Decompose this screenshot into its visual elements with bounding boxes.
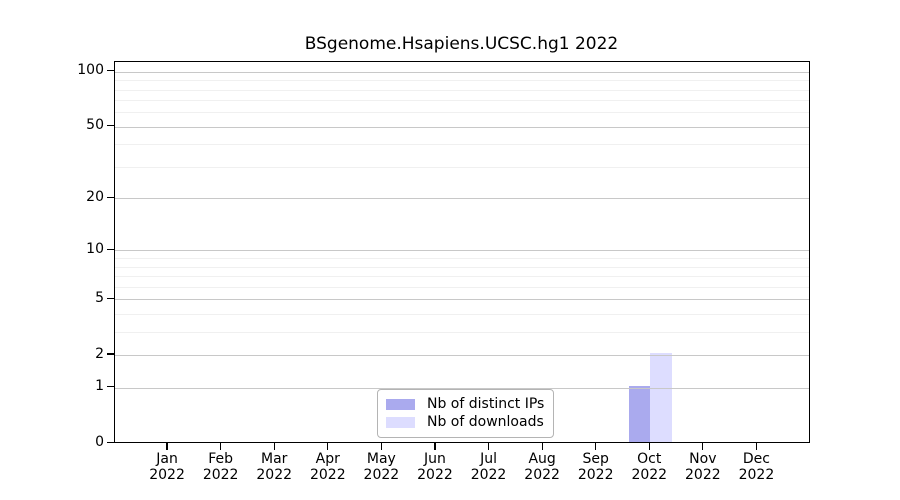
y-tick-mark bbox=[106, 353, 114, 355]
y-tick-label-0: 0 bbox=[95, 434, 104, 450]
gridline-minor bbox=[114, 80, 809, 82]
legend-swatch-downloads bbox=[386, 416, 415, 428]
month-label: Nov bbox=[689, 451, 717, 467]
x-tick-label-oct: Oct 2022 bbox=[607, 451, 691, 483]
x-tick-label-apr: Apr 2022 bbox=[286, 451, 370, 483]
gridline-minor bbox=[114, 286, 809, 288]
legend-label: Nb of distinct IPs bbox=[427, 396, 545, 413]
y-tick-mark bbox=[106, 196, 114, 198]
x-tick-label-mar: Mar 2022 bbox=[232, 451, 316, 483]
year-label: 2022 bbox=[363, 467, 400, 483]
month-label: Sep bbox=[582, 451, 609, 467]
x-tick-mark bbox=[755, 442, 757, 450]
y-tick-mark bbox=[106, 125, 114, 127]
year-label: 2022 bbox=[738, 467, 775, 483]
gridline-minor bbox=[114, 112, 809, 114]
y-tick-label-100: 100 bbox=[77, 62, 104, 79]
x-tick-label-aug: Aug 2022 bbox=[500, 451, 584, 483]
year-label: 2022 bbox=[256, 467, 293, 483]
gridline-major bbox=[114, 198, 809, 200]
month-label: Apr bbox=[315, 451, 340, 467]
year-label: 2022 bbox=[470, 467, 507, 483]
year-label: 2022 bbox=[685, 467, 721, 483]
y-tick-mark bbox=[106, 386, 114, 388]
plot-area bbox=[113, 61, 810, 443]
x-tick-mark bbox=[648, 442, 650, 450]
y-tick-label-20: 20 bbox=[86, 188, 104, 205]
year-label: 2022 bbox=[309, 467, 346, 483]
x-tick-mark bbox=[220, 442, 222, 450]
year-label: 2022 bbox=[524, 467, 560, 483]
legend-entry: Nb of downloads bbox=[386, 414, 544, 432]
gridline-minor bbox=[114, 100, 809, 102]
y-tick-label-10: 10 bbox=[86, 240, 104, 257]
x-tick-label-nov: Nov 2022 bbox=[661, 451, 745, 483]
legend-swatch-distinct-ips bbox=[386, 399, 415, 411]
x-tick-mark bbox=[380, 442, 382, 450]
year-label: 2022 bbox=[149, 467, 185, 483]
legend-label: Nb of downloads bbox=[427, 413, 544, 430]
gridline-minor bbox=[114, 266, 809, 268]
legend: Nb of distinct IPs Nb of downloads bbox=[377, 389, 555, 438]
x-tick-mark bbox=[487, 442, 490, 450]
month-label: May bbox=[366, 451, 396, 467]
gridline-minor bbox=[114, 258, 809, 260]
y-tick-mark bbox=[106, 70, 114, 72]
x-tick-mark bbox=[434, 442, 436, 450]
month-label: Feb bbox=[208, 451, 234, 467]
y-tick-mark bbox=[106, 297, 114, 299]
x-tick-label-jan: Jan 2022 bbox=[125, 451, 209, 483]
y-tick-mark bbox=[106, 248, 114, 250]
gridline-minor bbox=[114, 313, 809, 315]
x-tick-mark bbox=[327, 442, 329, 450]
year-label: 2022 bbox=[577, 467, 614, 483]
x-tick-mark bbox=[273, 442, 275, 450]
x-tick-mark bbox=[702, 442, 704, 450]
gridline-major bbox=[114, 299, 809, 301]
gridline-major bbox=[114, 250, 809, 252]
y-tick-mark bbox=[106, 441, 114, 444]
chart-title: BSgenome.Hsapiens.UCSC.hg1 2022 bbox=[304, 34, 619, 54]
x-tick-label-sep: Sep 2022 bbox=[554, 451, 638, 483]
gridline-minor bbox=[114, 166, 809, 168]
month-label: Jun bbox=[424, 451, 446, 467]
y-tick-label-5: 5 bbox=[95, 289, 104, 306]
month-label: Jan bbox=[156, 451, 178, 467]
gridline-minor bbox=[114, 331, 809, 333]
month-label: Oct bbox=[637, 451, 662, 467]
year-label: 2022 bbox=[202, 467, 239, 483]
x-tick-label-jun: Jun 2022 bbox=[393, 451, 477, 483]
x-tick-label-feb: Feb 2022 bbox=[179, 451, 263, 483]
year-label: 2022 bbox=[631, 467, 668, 483]
gridline-major bbox=[114, 355, 809, 356]
y-tick-label-2: 2 bbox=[95, 345, 104, 362]
x-tick-mark bbox=[166, 442, 168, 450]
x-tick-mark bbox=[541, 442, 543, 450]
x-tick-label-jul: Jul 2022 bbox=[447, 451, 531, 483]
gridline-minor bbox=[114, 144, 809, 146]
gridline-minor bbox=[114, 276, 809, 277]
month-label: Dec bbox=[742, 451, 770, 467]
gridline-major bbox=[114, 126, 809, 128]
month-label: Mar bbox=[261, 451, 288, 467]
x-tick-mark bbox=[595, 442, 597, 450]
y-tick-label-1: 1 bbox=[95, 378, 104, 395]
x-tick-label-may: May 2022 bbox=[339, 451, 423, 483]
bar-downloads-oct bbox=[650, 353, 672, 442]
bar-distinct-ips-oct bbox=[628, 385, 651, 442]
gridline-minor bbox=[114, 89, 809, 91]
gridline-major bbox=[114, 387, 809, 389]
y-tick-label-50: 50 bbox=[86, 117, 104, 134]
gridline-major bbox=[114, 71, 809, 73]
year-label: 2022 bbox=[417, 467, 453, 483]
month-label: Jul bbox=[480, 451, 497, 467]
x-tick-label-dec: Dec 2022 bbox=[714, 451, 798, 483]
legend-entry: Nb of distinct IPs bbox=[386, 396, 544, 414]
month-label: Aug bbox=[528, 451, 556, 467]
